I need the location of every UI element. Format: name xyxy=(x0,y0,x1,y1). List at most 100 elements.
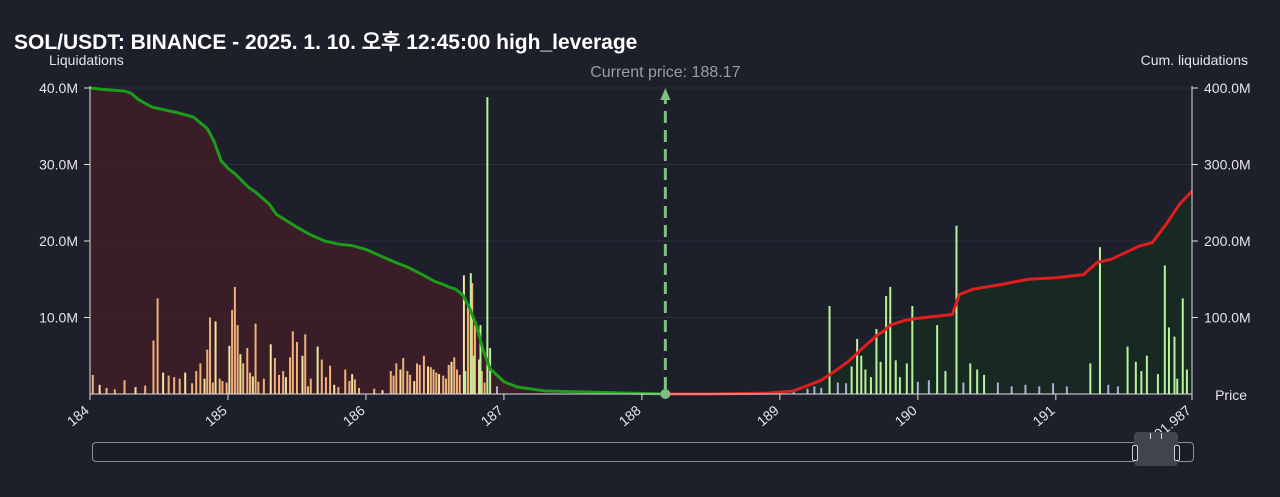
range-right-grip[interactable] xyxy=(1174,445,1180,461)
long-liquidation-bar xyxy=(246,348,249,394)
short-liquidation-bar xyxy=(464,371,467,394)
short-liquidation-bar xyxy=(1145,355,1148,394)
short-liquidation-bar xyxy=(1024,384,1027,394)
current-price-arrow xyxy=(660,88,671,100)
long-liquidation-bar xyxy=(269,344,272,394)
long-liquidation-bar xyxy=(152,340,155,394)
long-liquidation-bar xyxy=(483,382,486,394)
long-liquidation-bar xyxy=(105,387,108,394)
long-liquidation-bar xyxy=(218,378,221,394)
long-liquidation-bar xyxy=(344,369,347,394)
short-liquidation-bar xyxy=(905,363,908,394)
short-liquidation-bar xyxy=(472,355,475,394)
short-liquidation-bar xyxy=(469,273,472,394)
long-liquidation-bar xyxy=(239,354,242,394)
y2-tick-label: 100.0M xyxy=(1204,310,1251,326)
short-liquidation-bar xyxy=(828,306,831,394)
long-liquidation-bar xyxy=(351,374,354,394)
long-liquidation-bar xyxy=(289,357,292,394)
short-liquidation-bar xyxy=(1098,247,1101,394)
x-tick-label: 190 xyxy=(892,402,920,429)
long-liquidation-bar xyxy=(123,380,126,394)
long-liquidation-bar xyxy=(291,331,294,394)
short-liquidation-bar xyxy=(1116,386,1119,394)
x-tick-label: 189 xyxy=(754,402,782,429)
short-liquidation-bar xyxy=(911,306,914,394)
y2-tick-label: 400.0M xyxy=(1204,80,1251,96)
short-liquidation-bars xyxy=(464,97,1188,395)
short-liquidation-bar xyxy=(820,387,823,394)
long-liquidation-bar xyxy=(236,325,239,394)
range-slider[interactable] xyxy=(92,442,1194,462)
long-liquidation-bar xyxy=(444,378,447,394)
long-liquidation-bar xyxy=(462,275,465,394)
short-liquidation-bar xyxy=(1052,383,1055,394)
long-liquidation-bar xyxy=(358,387,361,394)
long-liquidation-bar xyxy=(402,358,405,394)
handle-grip-icon xyxy=(1150,433,1162,439)
short-liquidation-bar xyxy=(1185,369,1188,394)
short-cum-fill xyxy=(665,191,1192,394)
long-liquidation-bar xyxy=(211,382,214,394)
long-liquidation-bar xyxy=(442,375,445,394)
long-liquidation-bar xyxy=(427,366,430,394)
chart-title: SOL/USDT: BINANCE - 2025. 1. 10. 오후 12:4… xyxy=(14,31,638,54)
range-slider-handle[interactable] xyxy=(1132,432,1180,466)
short-liquidation-bar xyxy=(976,369,979,394)
long-liquidation-bar xyxy=(178,378,181,394)
long-liquidation-bar xyxy=(284,377,287,394)
short-liquidation-bar xyxy=(486,97,489,395)
long-liquidation-bar xyxy=(203,378,206,394)
short-liquidation-bar xyxy=(1176,378,1179,394)
long-liquidation-bar xyxy=(406,371,409,394)
long-liquidation-bar xyxy=(447,364,450,394)
short-cum-line xyxy=(665,190,1194,396)
long-liquidation-bar xyxy=(278,374,281,394)
long-liquidation-bar xyxy=(228,345,231,394)
long-liquidation-bar xyxy=(450,361,453,394)
long-liquidation-bar xyxy=(333,384,336,394)
range-left-grip[interactable] xyxy=(1132,445,1138,461)
short-liquidation-bar xyxy=(1140,371,1143,394)
long-liquidation-bar xyxy=(206,349,209,394)
long-liquidation-bar xyxy=(453,357,456,394)
long-liquidation-bar xyxy=(191,383,194,394)
short-liquidation-bar xyxy=(860,355,863,394)
long-liquidation-bar xyxy=(262,378,265,394)
x-tick-label: 185 xyxy=(202,402,230,429)
long-liquidation-bar xyxy=(309,378,312,394)
long-liquidation-bar xyxy=(167,375,170,394)
long-liquidation-bar xyxy=(329,365,332,394)
long-liquidation-bar xyxy=(242,363,245,394)
short-liquidation-bar xyxy=(1173,336,1176,394)
y-axis-title: Liquidations xyxy=(49,52,124,68)
short-liquidation-bar xyxy=(1134,361,1137,394)
short-liquidation-bar xyxy=(894,360,897,394)
long-liquidation-bar xyxy=(480,371,483,394)
x-tick-label: 187 xyxy=(478,402,506,429)
short-liquidation-bar xyxy=(1181,298,1184,394)
short-liquidation-bar xyxy=(889,286,892,394)
short-liquidation-bar xyxy=(1107,384,1110,394)
short-liquidation-bar xyxy=(1156,374,1159,394)
short-liquidation-bar xyxy=(864,369,867,394)
long-liquidation-bar xyxy=(432,369,435,394)
long-liquidation-bar xyxy=(429,367,432,394)
long-liquidation-bar xyxy=(373,388,376,394)
short-liquidation-bar xyxy=(813,386,816,394)
short-liquidation-bar xyxy=(962,382,965,394)
long-liquidation-bar xyxy=(438,374,441,394)
short-liquidation-bar xyxy=(1163,265,1166,394)
short-liquidation-bar xyxy=(850,366,853,394)
y-tick-label: 10.0M xyxy=(39,310,78,326)
short-liquidation-bar xyxy=(489,348,492,394)
long-liquidation-bar xyxy=(113,389,116,394)
long-liquidation-bar xyxy=(221,380,224,394)
long-liquidation-bar xyxy=(473,325,476,394)
short-liquidation-bar xyxy=(996,382,999,394)
short-liquidation-bar xyxy=(845,383,848,394)
x-tick-label: 188 xyxy=(616,402,644,429)
current-price-label: Current price: 188.17 xyxy=(590,64,740,81)
long-liquidation-bar xyxy=(195,371,198,394)
